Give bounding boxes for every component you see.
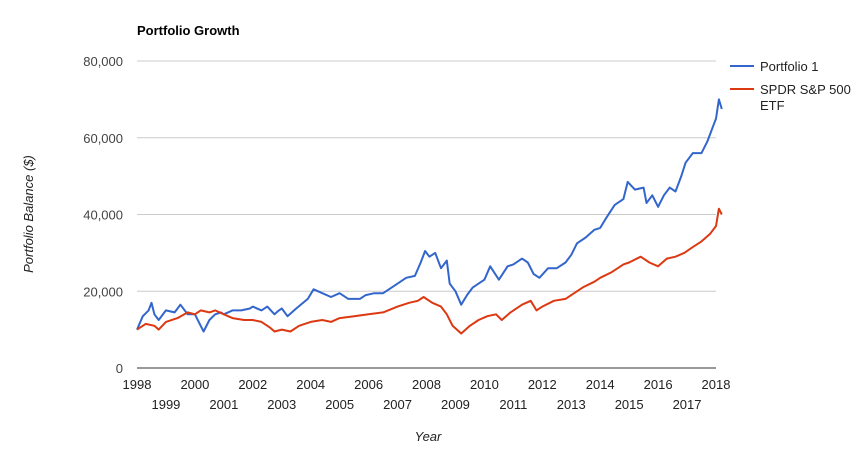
series-line-2 [136,207,723,335]
y-tick-label: 0 [116,361,123,376]
x-tick-label: 2008 [412,377,441,392]
legend: Portfolio 1 SPDR S&P 500 ETF [730,59,851,113]
x-tick-label: 2010 [470,377,499,392]
x-tick-label: 2009 [441,397,470,412]
legend-label: Portfolio 1 [760,59,819,74]
x-tick-label: 2017 [673,397,702,412]
x-axis-title: Year [415,429,442,444]
x-tick-label: 2012 [528,377,557,392]
x-axis-ticks: 1998 2000 2002 2004 2006 2008 2010 2012 2014 2016… [123,377,731,412]
y-axis-title: Portfolio Balance ($) [21,155,36,273]
y-tick-label: 80,000 [83,54,123,69]
y-axis-ticks: 0 20,000 40,000 60,000 80,000 [83,54,123,376]
x-tick-label: 2003 [267,397,296,412]
x-tick-label: 2005 [325,397,354,412]
series-line-1 [136,98,723,333]
x-tick-label: 2006 [354,377,383,392]
x-tick-label: 2000 [180,377,209,392]
x-tick-label: 1999 [151,397,180,412]
chart-title: Portfolio Growth [137,23,240,38]
series-lines [136,98,723,335]
x-tick-label: 2002 [238,377,267,392]
y-tick-label: 40,000 [83,208,123,223]
x-tick-label: 2004 [296,377,325,392]
x-tick-label: 2016 [644,377,673,392]
gridlines [137,60,716,369]
x-tick-label: 2015 [615,397,644,412]
x-tick-label: 2001 [209,397,238,412]
x-tick-label: 2011 [499,397,527,412]
y-tick-label: 60,000 [83,131,123,146]
legend-label: SPDR S&P 500 ETF [760,82,851,113]
x-tick-label: 1998 [123,377,152,392]
y-tick-label: 20,000 [83,284,123,299]
x-tick-label: 2018 [702,377,731,392]
x-tick-label: 2007 [383,397,412,412]
x-tick-label: 2013 [557,397,586,412]
x-tick-label: 2014 [586,377,615,392]
